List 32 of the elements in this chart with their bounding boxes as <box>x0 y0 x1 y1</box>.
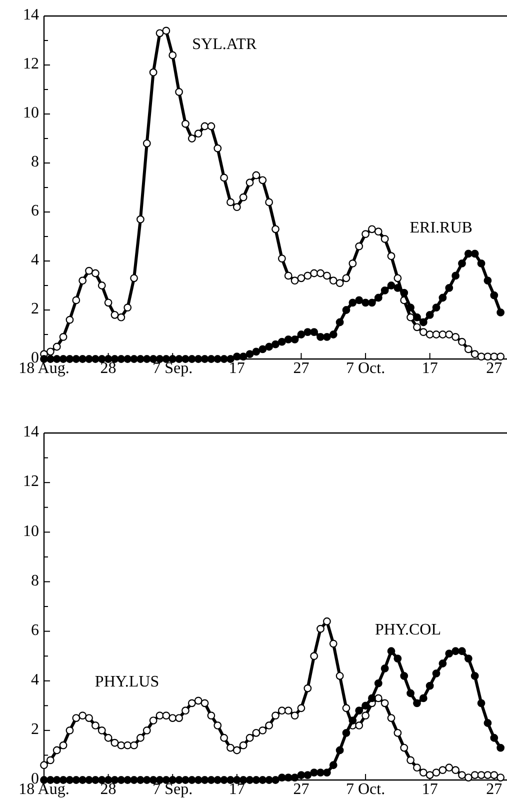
y-tick-label: 6 <box>31 622 39 639</box>
x-tick-label: 27 <box>486 360 502 377</box>
x-tick-label: 17 <box>228 781 245 798</box>
x-tick-label: 27 <box>293 781 310 798</box>
x-tick-label: 17 <box>228 360 245 377</box>
y-tick-label: 10 <box>23 104 39 122</box>
y-tick-label: 2 <box>31 300 39 318</box>
x-tick-label: 28 <box>100 360 116 377</box>
y-tick-label: 4 <box>31 672 39 689</box>
y-tick-label: 14 <box>23 424 39 441</box>
y-tick-label: 8 <box>31 572 39 590</box>
x-tick-label: 7 Oct. <box>346 360 386 377</box>
x-tick-label: 27 <box>486 781 502 798</box>
series-label: PHY.LUS <box>94 674 160 691</box>
y-tick-label: 12 <box>23 56 39 73</box>
y-tick-label: 14 <box>23 6 39 24</box>
x-tick-label: 17 <box>422 781 438 798</box>
x-tick-label: 7 Oct. <box>346 781 386 798</box>
x-tick-label: 27 <box>293 360 310 377</box>
y-tick-label: 8 <box>31 154 39 171</box>
series-label: ERI.RUB <box>410 219 472 236</box>
series-label: SYL.ATR <box>192 36 257 53</box>
y-tick-label: 10 <box>23 522 39 540</box>
x-tick-label: 28 <box>100 781 116 798</box>
y-tick-label: 4 <box>31 252 39 269</box>
y-tick-label: 2 <box>31 721 39 738</box>
x-tick-label: 7 Sep. <box>152 360 193 377</box>
x-tick-label: 7 Sep. <box>152 781 193 798</box>
x-tick-label: 17 <box>422 360 438 377</box>
series-label: PHY.COL <box>375 621 441 638</box>
y-tick-label: 12 <box>23 473 39 490</box>
y-tick-label: 6 <box>31 202 39 220</box>
